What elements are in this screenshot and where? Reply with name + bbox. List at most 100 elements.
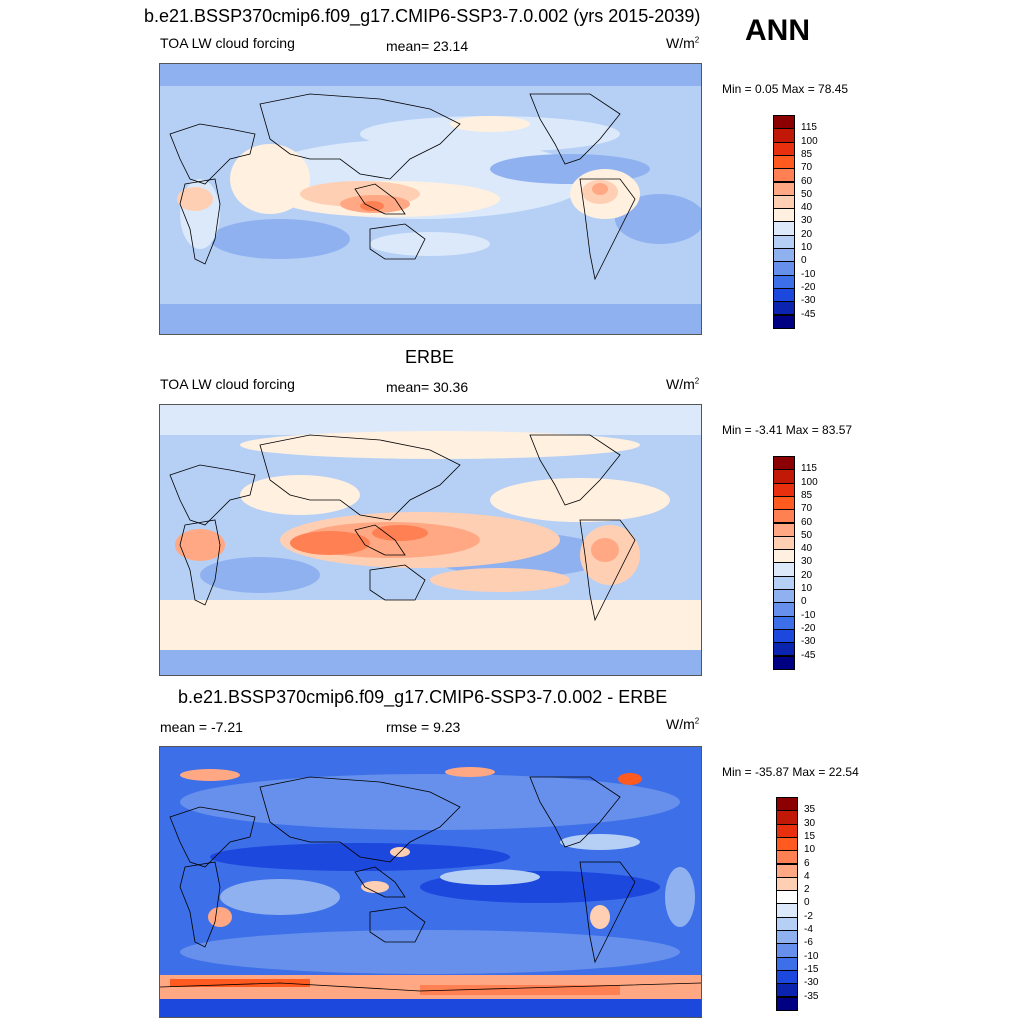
colorbar-label: -35 [804,990,819,1002]
colorbar-label: -15 [804,963,819,975]
colorbar-label: 50 [801,529,813,541]
colorbar-label: 100 [801,476,818,488]
panel2-title: ERBE [405,347,455,367]
colorbar-swatch [773,154,795,170]
colorbar-label: -10 [801,609,816,621]
colorbar-swatch [776,983,798,998]
colorbar-label: 20 [801,228,813,240]
colorbar-label: 15 [804,830,816,842]
colorbar-swatch [773,615,795,630]
colorbar-label: 30 [801,215,813,227]
colorbar-swatch [773,655,795,670]
colorbar-swatch [776,850,798,865]
colorbar-label: 115 [801,122,817,134]
colorbar-label: 70 [801,162,813,174]
colorbar-swatch [773,522,795,537]
colorbar-swatch [776,943,798,958]
colorbar-label: 10 [804,844,816,856]
colorbar-swatch [773,535,795,551]
panel1-mean: mean= 23.14 [386,38,469,54]
colorbar-label: 30 [804,817,816,829]
panel3-title: b.e21.BSSP370cmip6.f09_g17.CMIP6-SSP3-7.… [178,687,668,707]
colorbar-swatch [776,956,798,971]
colorbar-label: 20 [801,569,813,581]
colorbar-swatch [773,495,795,511]
colorbar-swatch [773,221,795,236]
colorbar-swatch [773,115,795,130]
panel3-rmse: rmse = 9.23 [386,719,461,735]
colorbar-label: 85 [801,148,813,160]
colorbar-swatch [773,287,795,303]
panel3-map [159,746,702,1018]
colorbar-label: -30 [801,636,816,648]
colorbar-swatch [773,589,795,604]
colorbar-label: -4 [804,924,813,935]
colorbar-swatch [776,797,798,812]
panel1-map [159,63,702,335]
panel3-mean: mean = -7.21 [160,719,243,735]
colorbar-label: 85 [801,489,813,501]
colorbar-label: 40 [801,543,813,555]
colorbar-swatch [773,509,795,524]
panel2-field-label: TOA LW cloud forcing [160,376,295,392]
colorbar-label: 0 [801,596,807,608]
colorbar-label: 0 [804,897,810,909]
colorbar-label: -10 [801,268,816,280]
colorbar-swatch [773,181,795,196]
colorbar-swatch [773,628,795,644]
colorbar-swatch [776,823,798,838]
colorbar-swatch [773,301,795,316]
panel1-minmax: Min = 0.05 Max = 78.45 [722,82,849,96]
panel1-units: W/m2 [666,35,700,51]
panel1-title: b.e21.BSSP370cmip6.f09_g17.CMIP6-SSP3-7.… [144,6,701,26]
colorbar-label: -20 [801,281,816,293]
colorbar-swatch [773,234,795,249]
colorbar-swatch [773,128,795,143]
colorbar-swatch [773,314,795,329]
colorbar-swatch [776,810,798,825]
colorbar-label: 30 [801,556,813,568]
colorbar-label: -30 [804,977,819,989]
colorbar-swatch [776,836,798,852]
colorbar-label: -45 [801,649,816,661]
panel3-minmax: Min = -35.87 Max = 22.54 [722,765,859,779]
colorbar-swatch [776,969,798,985]
colorbar-swatch [773,208,795,223]
colorbar-swatch [773,261,795,276]
colorbar-label: 50 [801,188,813,200]
colorbar-swatch [773,575,795,590]
colorbar-label: 40 [801,202,813,214]
colorbar-label: 4 [804,870,810,882]
colorbar-label: 10 [801,583,813,594]
colorbar-swatch [776,903,798,918]
colorbar-label: -2 [804,910,813,922]
colorbar-swatch [776,876,798,892]
colorbar-label: 2 [804,884,810,896]
colorbar-swatch [773,168,795,183]
colorbar-swatch [773,549,795,564]
colorbar-swatch [773,642,795,657]
colorbar-label: -45 [801,308,816,320]
season-label: ANN [745,14,810,47]
colorbar-label: 70 [801,503,813,515]
colorbar-label: -30 [801,295,816,307]
colorbar-swatch [773,456,795,471]
colorbar-label: 6 [804,857,810,869]
colorbar-swatch [776,863,798,878]
colorbar-swatch [773,602,795,617]
colorbar-swatch [773,141,795,156]
colorbar-swatch [776,890,798,905]
colorbar-label: 60 [801,175,813,187]
colorbar-swatch [773,562,795,577]
colorbar-label: 115 [801,463,817,475]
colorbar-label: 60 [801,516,813,528]
panel2-mean: mean= 30.36 [386,379,469,395]
colorbar-label: 0 [801,255,807,267]
colorbar-swatch [773,194,795,210]
panel3-units: W/m2 [666,716,700,732]
colorbar-swatch [773,274,795,289]
colorbar-swatch [773,469,795,484]
colorbar-swatch [776,916,798,931]
colorbar-label: 35 [804,804,816,816]
panel1-field-label: TOA LW cloud forcing [160,35,295,51]
